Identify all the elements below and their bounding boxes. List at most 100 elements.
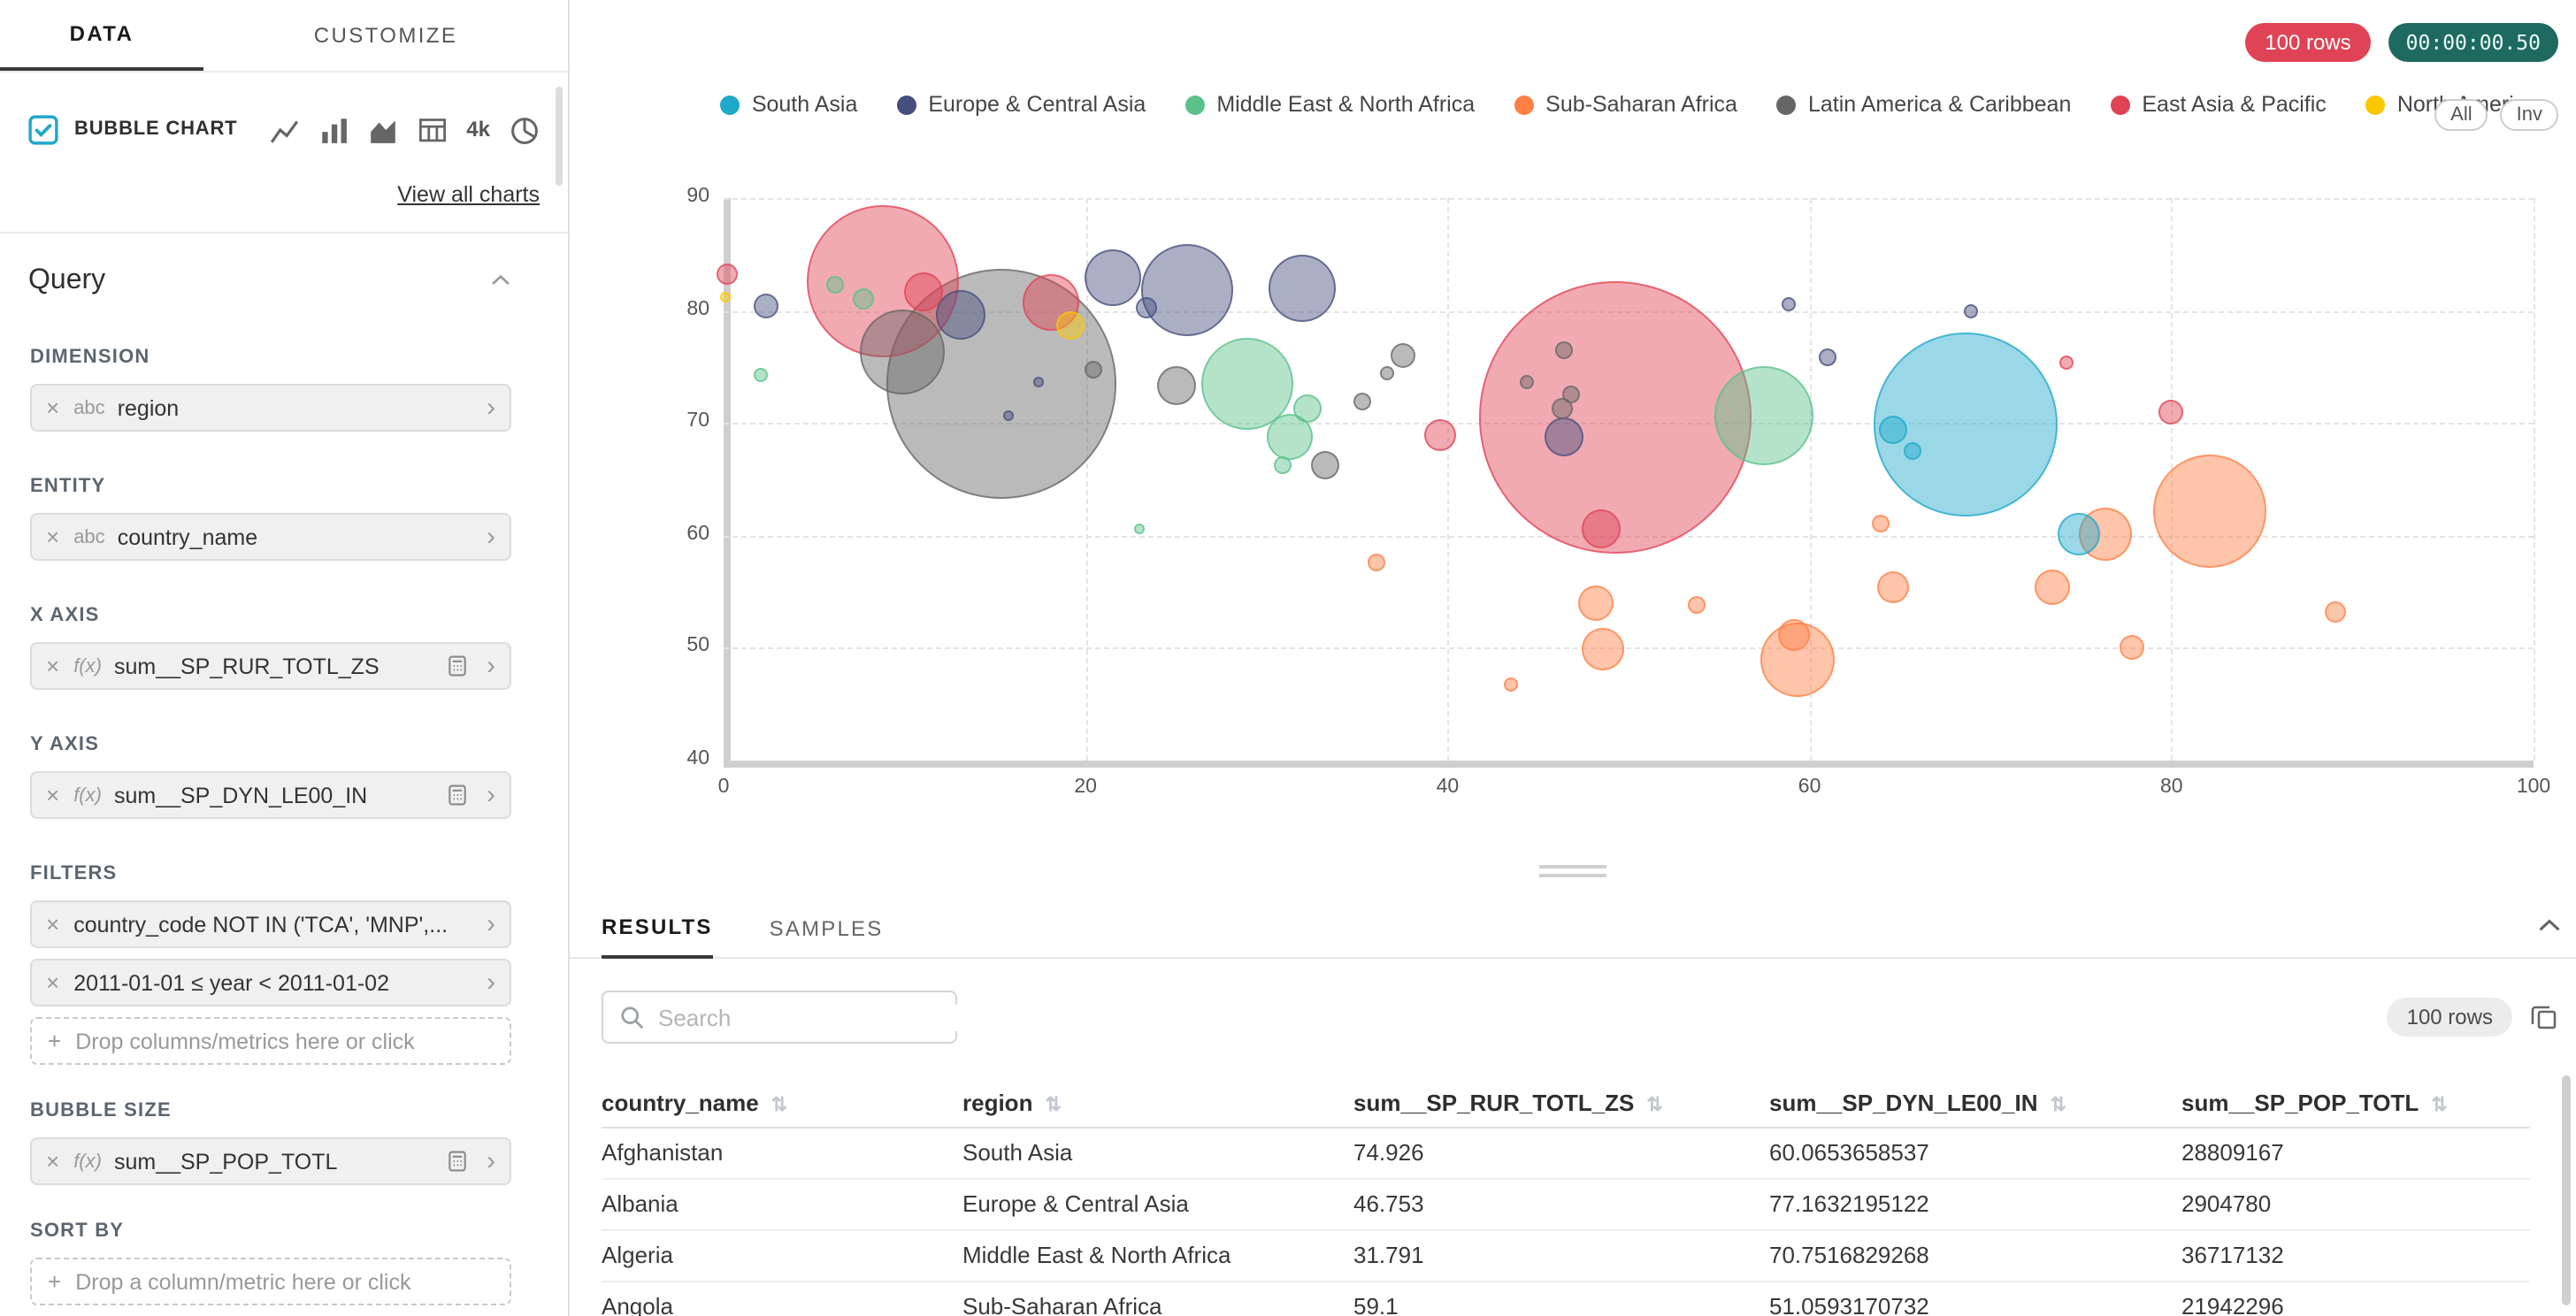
sort-icon[interactable]: ⇅ xyxy=(1045,1094,1062,1116)
bubble[interactable] xyxy=(717,263,739,285)
bubble[interactable] xyxy=(1274,456,1292,475)
bubble[interactable] xyxy=(1390,343,1415,369)
bubble[interactable] xyxy=(1424,418,1457,451)
tab-samples[interactable]: SAMPLES xyxy=(769,916,884,941)
results-scrollbar[interactable] xyxy=(2562,1075,2571,1305)
bubble[interactable] xyxy=(1033,376,1044,387)
bubble[interactable] xyxy=(1582,509,1622,548)
bubble[interactable] xyxy=(852,288,874,310)
bubble[interactable] xyxy=(1561,385,1580,403)
legend-item[interactable]: Europe & Central Asia xyxy=(896,92,1146,117)
legend-all-button[interactable]: All xyxy=(2434,99,2488,131)
bubble[interactable] xyxy=(1554,340,1573,359)
remove-icon[interactable]: × xyxy=(46,394,60,421)
filters-dropzone[interactable]: + Drop columns/metrics here or click xyxy=(30,1017,511,1065)
bubble[interactable] xyxy=(936,289,985,339)
bubble[interactable] xyxy=(1156,365,1196,405)
panel-resize-handle[interactable] xyxy=(1539,865,1606,883)
column-header[interactable]: country_name ⇅ xyxy=(602,1079,962,1128)
bubble[interactable] xyxy=(1134,523,1146,534)
sort-by-dropzone[interactable]: + Drop a column/metric here or click xyxy=(30,1258,511,1305)
bubble[interactable] xyxy=(903,272,943,312)
bubble[interactable] xyxy=(1084,249,1141,306)
remove-icon[interactable]: × xyxy=(46,911,60,937)
bubble[interactable] xyxy=(753,294,778,319)
bubble[interactable] xyxy=(1819,348,1837,366)
legend-item[interactable]: South Asia xyxy=(719,92,857,117)
column-header[interactable]: sum__SP_DYN_LE00_IN ⇅ xyxy=(1769,1079,2181,1128)
bubble[interactable] xyxy=(1876,571,1909,604)
legend-item[interactable]: Latin America & Caribbean xyxy=(1775,92,2071,117)
bubble[interactable] xyxy=(754,367,769,382)
column-header[interactable]: sum__SP_POP_TOTL ⇅ xyxy=(2181,1079,2530,1128)
bubble[interactable] xyxy=(1544,417,1583,456)
bubble[interactable] xyxy=(1777,619,1810,652)
column-header[interactable]: region ⇅ xyxy=(962,1079,1353,1128)
filter-pill-country-code[interactable]: × country_code NOT IN ('TCA', 'MNP',... … xyxy=(30,900,511,948)
bubble[interactable] xyxy=(2325,601,2347,624)
bubble[interactable] xyxy=(1310,450,1339,479)
bubble[interactable] xyxy=(1504,677,1518,692)
sort-icon[interactable]: ⇅ xyxy=(770,1094,788,1116)
sort-icon[interactable]: ⇅ xyxy=(2431,1094,2448,1116)
bubble[interactable] xyxy=(1353,393,1372,411)
sort-icon[interactable]: ⇅ xyxy=(1646,1094,1663,1116)
legend-item[interactable]: Sub-Saharan Africa xyxy=(1514,92,1737,117)
bubble[interactable] xyxy=(1269,254,1337,322)
bubble[interactable] xyxy=(1293,394,1322,423)
bubble-size-pill[interactable]: × f(x) sum__SP_POP_TOTL › xyxy=(30,1137,511,1185)
collapse-section-icon[interactable] xyxy=(490,271,511,292)
remove-icon[interactable]: × xyxy=(46,1148,60,1174)
legend-item[interactable]: Middle East & North Africa xyxy=(1184,92,1475,117)
checkbox-icon[interactable] xyxy=(28,114,58,144)
bubble[interactable] xyxy=(2119,634,2144,660)
copy-icon[interactable] xyxy=(2530,1003,2558,1031)
remove-icon[interactable]: × xyxy=(46,653,60,679)
x-axis-pill[interactable]: × f(x) sum__SP_RUR_TOTL_ZS › xyxy=(30,642,511,690)
bubble[interactable] xyxy=(1368,554,1386,572)
bubble[interactable] xyxy=(1904,442,1922,461)
bubble[interactable] xyxy=(1781,296,1796,311)
entity-pill[interactable]: × abc country_name › xyxy=(30,513,511,561)
pie-chart-icon[interactable] xyxy=(510,114,540,144)
bubble[interactable] xyxy=(2059,355,2074,370)
bubble[interactable] xyxy=(1582,628,1625,671)
collapse-results-icon[interactable] xyxy=(2537,913,2562,937)
bubble[interactable] xyxy=(860,310,946,395)
tab-customize[interactable]: CUSTOMIZE xyxy=(313,23,458,48)
bubble[interactable] xyxy=(1479,281,1752,555)
dimension-pill[interactable]: × abc region › xyxy=(30,384,511,432)
sidebar-scrollbar[interactable] xyxy=(556,87,563,186)
tab-data[interactable]: DATA xyxy=(0,0,203,71)
y-axis-pill[interactable]: × f(x) sum__SP_DYN_LE00_IN › xyxy=(30,771,511,819)
bubble[interactable] xyxy=(2034,570,2070,606)
4k-chart-icon[interactable]: 4k xyxy=(466,117,490,142)
table-icon[interactable] xyxy=(417,114,447,144)
bubble[interactable] xyxy=(1963,304,1978,319)
legend-inv-button[interactable]: Inv xyxy=(2500,99,2558,131)
bubble[interactable] xyxy=(1551,397,1573,419)
bubble[interactable] xyxy=(1140,243,1233,336)
bubble[interactable] xyxy=(1714,366,1814,466)
query-section-header[interactable]: Query xyxy=(0,233,568,297)
search-input[interactable] xyxy=(658,1004,970,1030)
sort-icon[interactable]: ⇅ xyxy=(2050,1094,2066,1116)
remove-icon[interactable]: × xyxy=(46,969,60,996)
bubble[interactable] xyxy=(826,275,845,294)
remove-icon[interactable]: × xyxy=(46,524,60,550)
line-chart-icon[interactable] xyxy=(268,114,298,144)
area-chart-icon[interactable] xyxy=(367,114,397,144)
bubble[interactable] xyxy=(1520,374,1535,389)
bubble[interactable] xyxy=(2152,455,2266,569)
filter-pill-year[interactable]: × 2011-01-01 ≤ year < 2011-01-02 › xyxy=(30,959,511,1006)
bubble[interactable] xyxy=(1056,310,1085,340)
bubble[interactable] xyxy=(1200,337,1293,430)
bubble[interactable] xyxy=(1136,296,1158,318)
bubble[interactable] xyxy=(1688,596,1706,615)
remove-icon[interactable]: × xyxy=(46,782,60,808)
view-all-charts-link[interactable]: View all charts xyxy=(397,182,540,207)
tab-results[interactable]: RESULTS xyxy=(602,895,713,959)
bubble[interactable] xyxy=(2158,400,2184,425)
bubble[interactable] xyxy=(1578,585,1614,621)
bubble[interactable] xyxy=(2058,513,2101,556)
